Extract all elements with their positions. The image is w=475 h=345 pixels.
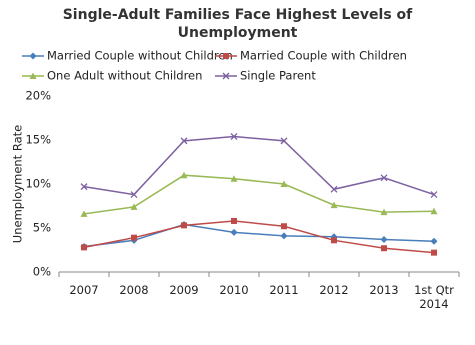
marker — [230, 175, 238, 182]
series-line — [83, 220, 435, 254]
legend-label: Single Parent — [240, 69, 316, 83]
marker — [330, 201, 338, 209]
y-tick-label: 5% — [33, 221, 51, 235]
marker — [430, 191, 438, 199]
series-line — [83, 223, 435, 248]
series-line — [83, 135, 435, 196]
marker — [280, 137, 288, 145]
marker — [130, 203, 138, 210]
marker — [29, 52, 37, 60]
marker — [80, 210, 88, 217]
marker — [80, 183, 88, 191]
marker — [330, 185, 338, 193]
x-tick-label: 2011 — [269, 283, 299, 297]
legend-label: Married Couple without Children — [47, 49, 233, 63]
marker — [180, 171, 188, 179]
marker — [230, 133, 238, 140]
y-tick-label: 20% — [25, 89, 51, 103]
y-tick-label: 0% — [33, 265, 51, 279]
x-tick-label: 1st Qtr 2014 — [414, 283, 454, 311]
x-tick-label: 2013 — [369, 283, 399, 297]
chart-title: Single-Adult Families Face Highest Level… — [62, 7, 413, 41]
marker — [131, 234, 137, 241]
marker — [430, 237, 438, 245]
marker — [380, 235, 388, 243]
marker — [29, 72, 37, 79]
marker — [280, 180, 288, 187]
marker — [380, 208, 388, 216]
marker — [280, 232, 288, 240]
y-tick-label: 10% — [25, 177, 51, 191]
x-tick-label: 2007 — [69, 283, 99, 297]
marker — [381, 245, 387, 252]
x-tick-label: 2012 — [319, 283, 349, 297]
x-tick-label: 2009 — [169, 283, 199, 297]
marker — [130, 191, 138, 199]
marker — [380, 174, 388, 182]
y-tick-label: 15% — [25, 133, 51, 147]
marker — [181, 222, 187, 229]
series-line — [83, 174, 435, 215]
marker — [180, 137, 188, 145]
marker — [281, 223, 287, 230]
marker — [431, 249, 437, 256]
legend-label: Married Couple with Children — [240, 49, 407, 63]
marker — [222, 72, 230, 80]
marker — [81, 244, 87, 251]
marker — [430, 207, 438, 215]
x-tick-label: 2010 — [219, 283, 249, 297]
x-tick-label: 2008 — [119, 283, 149, 297]
marker — [230, 228, 238, 236]
marker — [223, 53, 229, 59]
marker — [231, 217, 237, 224]
y-axis-label: Unemployment Rate — [11, 125, 25, 243]
marker — [331, 237, 337, 244]
legend-label: One Adult without Children — [47, 69, 202, 83]
